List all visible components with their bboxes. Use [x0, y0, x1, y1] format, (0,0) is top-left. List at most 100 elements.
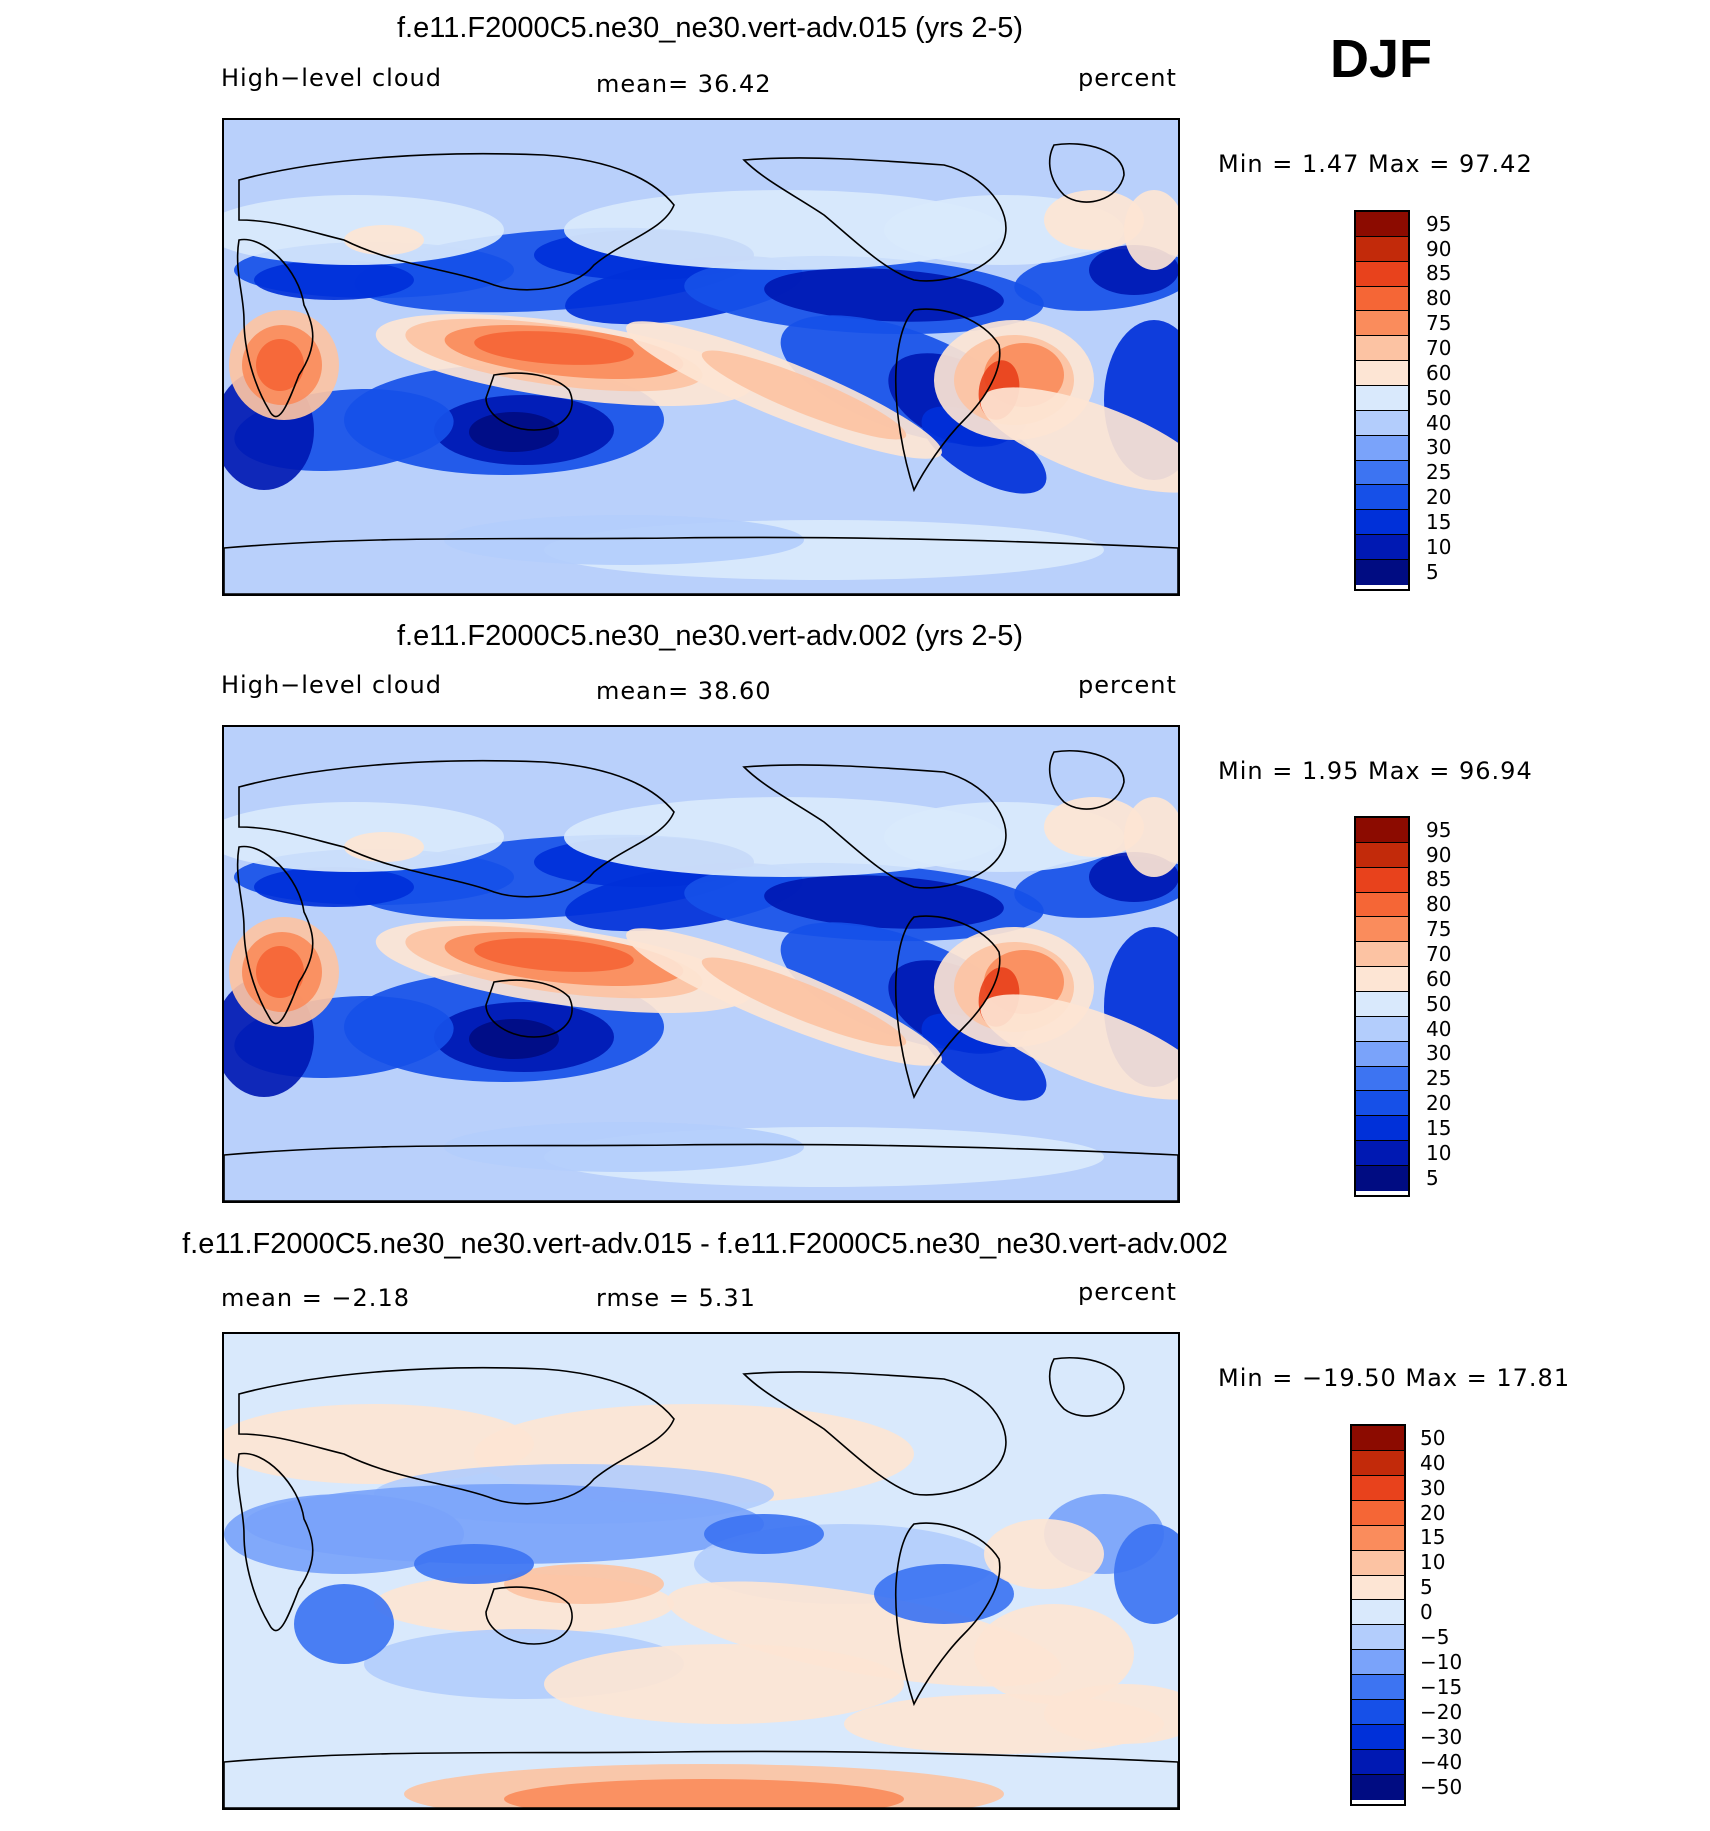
coastline [894, 915, 1001, 1100]
coastline [238, 1366, 675, 1505]
contour-region [921, 406, 1047, 494]
contour-region [344, 832, 424, 862]
colorbar-tick-label: 20 [1426, 1091, 1452, 1116]
panel-2-minmax: Min = 1.95 Max = 96.94 [1218, 757, 1533, 785]
colorbar-swatch [1356, 261, 1408, 287]
panel-2-contour-field [224, 727, 1178, 1201]
colorbar-tick-label: 85 [1426, 867, 1452, 892]
panel-3-colorbar [1350, 1424, 1406, 1806]
colorbar-tick-label: 90 [1426, 236, 1452, 261]
colorbar-swatch [1356, 286, 1408, 312]
colorbar-swatch [1352, 1725, 1404, 1750]
colorbar-tick-label: 50 [1426, 991, 1452, 1016]
colorbar-tick-label: 95 [1426, 817, 1452, 842]
contour-region [921, 1013, 1047, 1101]
colorbar-swatch [1352, 1600, 1404, 1626]
colorbar-swatch [1352, 1475, 1404, 1501]
contour-region [704, 1514, 824, 1554]
panel-1-title: f.e11.F2000C5.ne30_ne30.vert-adv.015 (yr… [396, 12, 1024, 44]
colorbar-swatch [1356, 1016, 1408, 1042]
colorbar-tick-label: 25 [1426, 1066, 1452, 1091]
colorbar-tick-label: 5 [1420, 1575, 1433, 1600]
colorbar-swatch [1356, 485, 1408, 511]
panel-1-units-label: percent [1078, 64, 1177, 92]
contour-region [1044, 190, 1144, 250]
panel-2-title: f.e11.F2000C5.ne30_ne30.vert-adv.002 (yr… [396, 620, 1024, 652]
contour-region [294, 1584, 394, 1664]
contour-region [444, 515, 804, 565]
colorbar-swatch [1352, 1500, 1404, 1526]
contour-region [504, 1564, 664, 1604]
panel-1-mean-label: mean= 36.42 [596, 70, 772, 98]
colorbar-swatch [1352, 1675, 1404, 1701]
colorbar-swatch [1356, 1041, 1408, 1067]
panel-3-mean-label: mean = −2.18 [221, 1284, 410, 1312]
contour-region [254, 867, 414, 907]
coastline [742, 764, 1007, 889]
colorbar-swatch [1356, 236, 1408, 262]
coastline [485, 979, 573, 1038]
colorbar-swatch [1356, 842, 1408, 868]
colorbar-swatch [1356, 510, 1408, 536]
colorbar-tick-label: 60 [1426, 360, 1452, 385]
coastline [894, 1522, 1001, 1707]
colorbar-swatch [1352, 1749, 1404, 1775]
colorbar-swatch [1356, 1116, 1408, 1142]
contour-region [764, 268, 1004, 322]
contour-region [980, 994, 1178, 1100]
colorbar-swatch [1356, 386, 1408, 411]
colorbar-swatch [1352, 1625, 1404, 1651]
colorbar-swatch [1352, 1426, 1404, 1451]
colorbar-swatch [1352, 1650, 1404, 1676]
colorbar-swatch [1356, 1166, 1408, 1191]
colorbar-tick-label: −30 [1420, 1724, 1463, 1749]
colorbar-swatch [1356, 818, 1408, 843]
colorbar-tick-label: 75 [1426, 917, 1452, 942]
contour-region [874, 1564, 1014, 1624]
colorbar-tick-label: 60 [1426, 966, 1452, 991]
colorbar-tick-label: 90 [1426, 842, 1452, 867]
colorbar-swatch [1352, 1550, 1404, 1576]
colorbar-tick-label: 30 [1420, 1475, 1446, 1500]
contour-region [1114, 1524, 1178, 1624]
colorbar-swatch [1356, 1066, 1408, 1092]
panel-1-variable-label: High−level cloud [221, 64, 442, 92]
contour-region [414, 1544, 534, 1584]
panel-1-minmax: Min = 1.47 Max = 97.42 [1218, 150, 1533, 178]
colorbar-swatch [1356, 212, 1408, 237]
colorbar-tick-label: 30 [1426, 435, 1452, 460]
contour-region [469, 412, 559, 452]
colorbar-tick-label: 15 [1420, 1525, 1446, 1550]
contour-region [344, 225, 424, 255]
coastline [485, 372, 573, 431]
contour-region [974, 1604, 1134, 1704]
panel-3-rmse-label: rmse = 5.31 [596, 1284, 756, 1312]
colorbar-swatch [1356, 942, 1408, 968]
colorbar-tick-label: 20 [1420, 1500, 1446, 1525]
coastline [742, 1371, 1007, 1496]
panel-3-minmax: Min = −19.50 Max = 17.81 [1218, 1364, 1571, 1392]
contour-region [444, 1122, 804, 1172]
panel-2-variable-label: High−level cloud [221, 671, 442, 699]
coastline [1048, 143, 1125, 203]
contour-region [224, 1404, 534, 1484]
colorbar-tick-label: 80 [1426, 286, 1452, 311]
colorbar-tick-label: 50 [1426, 385, 1452, 410]
contour-region [469, 1019, 559, 1059]
colorbar-tick-label: 10 [1426, 534, 1452, 559]
colorbar-swatch [1352, 1525, 1404, 1551]
panel-3-contour-field [224, 1334, 1178, 1808]
colorbar-tick-label: 40 [1420, 1450, 1446, 1475]
colorbar-swatch [1356, 535, 1408, 561]
colorbar-swatch [1356, 435, 1408, 461]
colorbar-swatch [1356, 992, 1408, 1017]
colorbar-tick-label: 10 [1426, 1140, 1452, 1165]
colorbar-tick-label: 5 [1426, 1165, 1439, 1190]
colorbar-tick-label: 70 [1426, 336, 1452, 360]
contour-region [1124, 190, 1178, 270]
panel-2-map [222, 725, 1180, 1203]
colorbar-swatch [1356, 867, 1408, 893]
colorbar-tick-label: 40 [1426, 410, 1452, 435]
colorbar-swatch [1356, 892, 1408, 918]
colorbar-tick-label: −10 [1420, 1650, 1463, 1675]
